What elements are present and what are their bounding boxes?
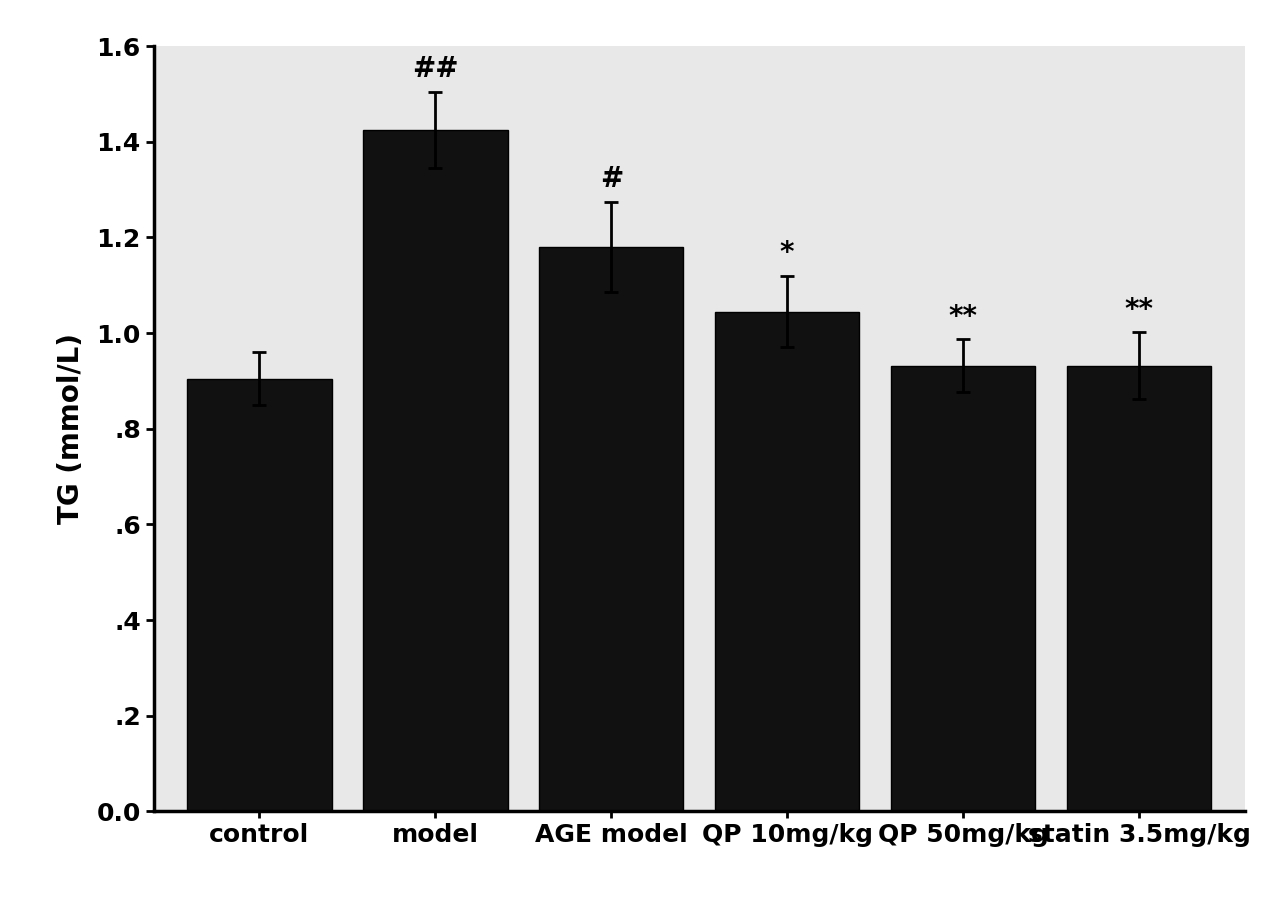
Bar (363, 130, 508, 811)
Bar (890, 366, 1035, 811)
Y-axis label: TG (mmol/L): TG (mmol/L) (58, 333, 85, 525)
Text: #: # (599, 165, 624, 193)
Bar (1067, 366, 1211, 811)
Text: **: ** (948, 302, 978, 331)
Bar (539, 247, 684, 811)
Text: *: * (780, 239, 794, 267)
Text: ##: ## (412, 55, 458, 83)
Bar (187, 379, 331, 811)
Text: **: ** (1124, 296, 1153, 324)
Bar (715, 312, 860, 811)
